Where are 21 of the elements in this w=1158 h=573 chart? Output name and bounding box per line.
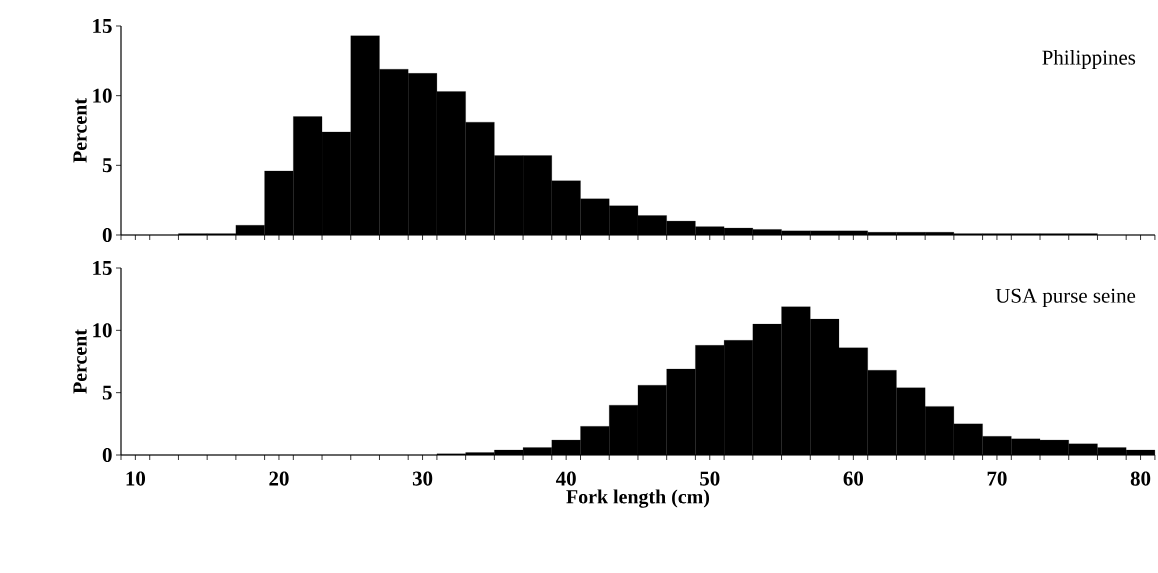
x-tick-label: 20 — [269, 471, 289, 486]
y-tick-label: 10 — [93, 88, 112, 103]
x-tick-label: 60 — [843, 471, 864, 486]
x-tick-label: 30 — [412, 471, 433, 486]
y-axis-title: Percent — [73, 329, 87, 394]
x-axis-title: Fork length (cm) — [566, 489, 710, 508]
y-tick-label: 15 — [93, 260, 112, 276]
y-tick-label: 5 — [102, 385, 112, 400]
y-tick-label: 10 — [93, 323, 112, 338]
y-tick-label: 15 — [93, 18, 112, 33]
y-tick-label: 5 — [102, 158, 112, 173]
x-tick-label: 10 — [126, 471, 146, 486]
y-tick-label: 0 — [102, 227, 112, 243]
annotation: USA purse seine — [995, 288, 1136, 308]
x-tick-label: 40 — [555, 471, 576, 486]
x-tick-label: 50 — [700, 471, 720, 486]
annotation: Philippines — [1042, 49, 1136, 69]
y-tick-label: 0 — [102, 447, 112, 463]
x-tick-label: 70 — [987, 471, 1007, 486]
y-axis-title: Percent — [73, 98, 87, 163]
x-tick-label: 80 — [1130, 471, 1151, 486]
